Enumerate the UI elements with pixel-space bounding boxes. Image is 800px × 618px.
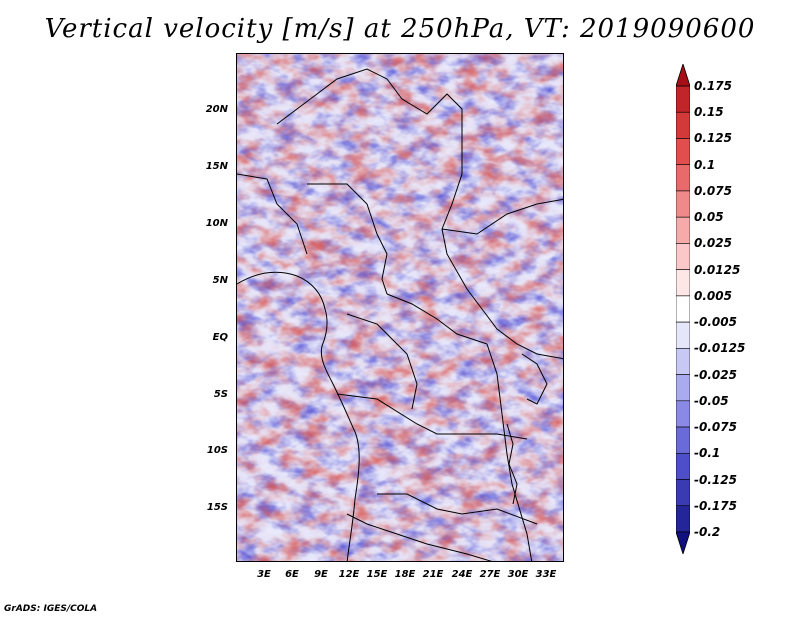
country-borders	[237, 68, 563, 561]
credit-label: GrADS: IGES/COLA	[4, 604, 98, 614]
lat-label: 5N	[212, 275, 228, 286]
lon-label: 30E	[507, 569, 529, 580]
colorbar-cell	[676, 164, 690, 192]
colorbar-tick-label: 0.125	[694, 131, 732, 146]
colorbar	[676, 64, 690, 554]
lon-label: 21E	[422, 569, 444, 580]
lon-label: 3E	[257, 569, 271, 580]
colorbar-tick-label: 0.0125	[694, 262, 741, 277]
lon-label: 33E	[535, 569, 557, 580]
lon-label: 6E	[285, 569, 299, 580]
colorbar-cell	[676, 269, 690, 297]
colorbar-cell	[676, 295, 690, 323]
lon-label: 9E	[314, 569, 328, 580]
colorbar-tick-label: 0.05	[694, 210, 724, 225]
colorbar-tick-label: -0.05	[694, 393, 729, 408]
lon-label: 27E	[479, 569, 501, 580]
colorbar-tick-label: -0.005	[694, 315, 737, 330]
map-plot-area	[236, 53, 564, 562]
lat-label: 15N	[205, 161, 228, 172]
lon-label: 15E	[366, 569, 388, 580]
colorbar-bottom-arrow	[676, 531, 690, 554]
colorbar-tick-label: -0.0125	[694, 341, 746, 356]
colorbar-tick-label: 0.175	[694, 79, 732, 93]
colorbar-cell	[676, 111, 690, 139]
colorbar-cell	[676, 321, 690, 349]
lon-label: 12E	[338, 569, 360, 580]
colorbar-tick-label: -0.025	[694, 367, 737, 382]
colorbar-cell	[676, 374, 690, 402]
colorbar-tick-label: 0.075	[694, 183, 732, 198]
colorbar-tick-label: -0.125	[694, 472, 737, 487]
colorbar-tick-label: 0.1	[694, 157, 716, 172]
colorbar-top-arrow	[676, 64, 690, 87]
velocity-field	[237, 54, 563, 561]
lat-label: 10S	[206, 445, 228, 456]
colorbar-tick-label: -0.175	[694, 498, 737, 513]
map-title: Vertical velocity [m/s] at 250hPa, VT: 2…	[44, 14, 756, 44]
colorbar-cell	[676, 138, 690, 166]
colorbar-cell	[676, 243, 690, 270]
lon-label: 24E	[451, 569, 473, 580]
colorbar-cell	[676, 452, 690, 480]
colorbar-cell	[676, 426, 690, 454]
colorbar-tick-label: 0.005	[694, 288, 732, 303]
lat-label: 20N	[205, 104, 228, 115]
colorbar-cell	[676, 85, 690, 113]
lon-label: 18E	[394, 569, 416, 580]
colorbar-tick-label: -0.2	[694, 525, 721, 539]
lat-label: 10N	[205, 218, 228, 229]
colorbar-tick-label: 0.025	[694, 236, 732, 251]
colorbar-cell	[676, 348, 690, 375]
lat-label: 5S	[213, 389, 228, 400]
lat-label: 15S	[206, 502, 228, 513]
colorbar-cell	[676, 505, 690, 533]
colorbar-cell	[676, 190, 690, 218]
lat-label: EQ	[212, 332, 228, 343]
colorbar-tick-label: -0.075	[694, 420, 737, 435]
colorbar-cell	[676, 479, 690, 507]
colorbar-tick-label: -0.1	[694, 446, 721, 461]
colorbar-cell	[676, 216, 690, 244]
colorbar-cell	[676, 400, 690, 428]
colorbar-tick-label: 0.15	[694, 105, 724, 120]
